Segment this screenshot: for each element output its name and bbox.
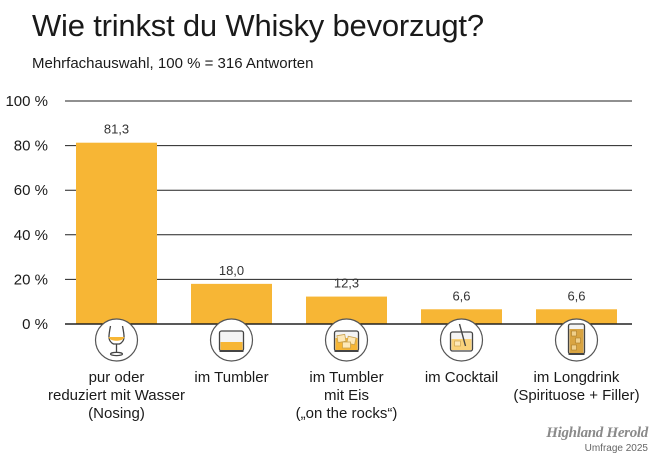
category-label: im Cocktail	[425, 369, 498, 386]
y-tick-label: 80 %	[14, 138, 48, 155]
y-tick-label: 100 %	[5, 93, 48, 110]
y-tick-label: 60 %	[14, 182, 48, 199]
cocktail-glass-icon	[439, 318, 484, 362]
brand-logo: Highland Herold	[546, 425, 648, 441]
chart-title: Wie trinkst du Whisky bevorzugt?	[32, 8, 484, 43]
y-tick-label: 20 %	[14, 271, 48, 288]
bar	[421, 309, 502, 324]
nosing-glass-icon	[94, 318, 139, 362]
category-label: pur oder reduziert mit Wasser (Nosing)	[48, 369, 185, 422]
data-label: 12,3	[334, 276, 359, 291]
data-label: 6,6	[567, 288, 585, 303]
y-tick-label: 40 %	[14, 227, 48, 244]
data-label: 18,0	[219, 263, 244, 278]
source-credit: Highland Herold Umfrage 2025	[546, 425, 648, 454]
category-label: im Tumbler	[194, 369, 268, 386]
bar	[191, 283, 272, 324]
tumbler-ice-icon	[324, 318, 369, 362]
longdrink-glass-icon	[554, 318, 599, 362]
bar	[76, 142, 157, 324]
data-label: 81,3	[104, 122, 129, 137]
y-tick-label: 0 %	[22, 316, 48, 333]
bar	[536, 309, 617, 324]
category-label: im Tumbler mit Eis („on the rocks“)	[296, 369, 398, 422]
survey-note: Umfrage 2025	[584, 443, 648, 454]
data-label: 6,6	[452, 288, 470, 303]
category-label: im Longdrink (Spirituose + Filler)	[513, 369, 639, 404]
tumbler-icon	[209, 318, 254, 362]
chart-subtitle: Mehrfachauswahl, 100 % = 316 Antworten	[32, 55, 314, 72]
